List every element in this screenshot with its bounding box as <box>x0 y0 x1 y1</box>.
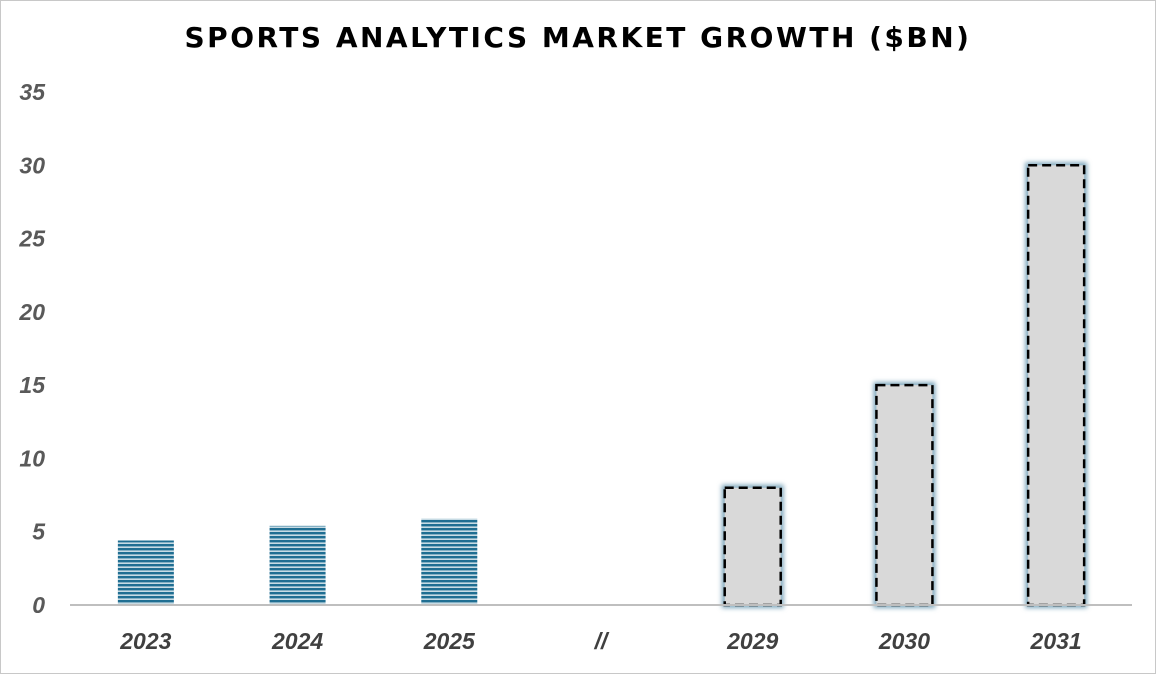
y-tick-label: 10 <box>19 445 45 471</box>
y-tick-label: 5 <box>32 519 46 545</box>
chart-title: SPORTS ANALYTICS MARKET GROWTH ($BN) <box>184 21 972 54</box>
y-tick-label: 20 <box>18 299 45 325</box>
x-tick-label: 2029 <box>726 628 778 654</box>
bar-2023 <box>117 540 174 605</box>
y-tick-label: 25 <box>18 226 46 252</box>
x-tick-label: 2024 <box>271 628 323 654</box>
y-tick-label: 15 <box>19 372 46 398</box>
bar-2030 <box>875 383 934 607</box>
x-tick-label: // <box>594 628 610 654</box>
bar-2025 <box>421 518 478 605</box>
x-tick-label: 2023 <box>119 628 171 654</box>
bar-2029 <box>723 486 782 607</box>
y-tick-label: 0 <box>32 592 45 618</box>
bar-2024 <box>269 525 326 605</box>
bar-2031 <box>1026 164 1086 607</box>
x-tick-label: 2025 <box>423 628 476 654</box>
y-tick-label: 35 <box>19 79 46 105</box>
x-tick-label: 2031 <box>1030 628 1082 654</box>
x-tick-label: 2030 <box>878 628 930 654</box>
y-tick-label: 30 <box>19 152 45 178</box>
